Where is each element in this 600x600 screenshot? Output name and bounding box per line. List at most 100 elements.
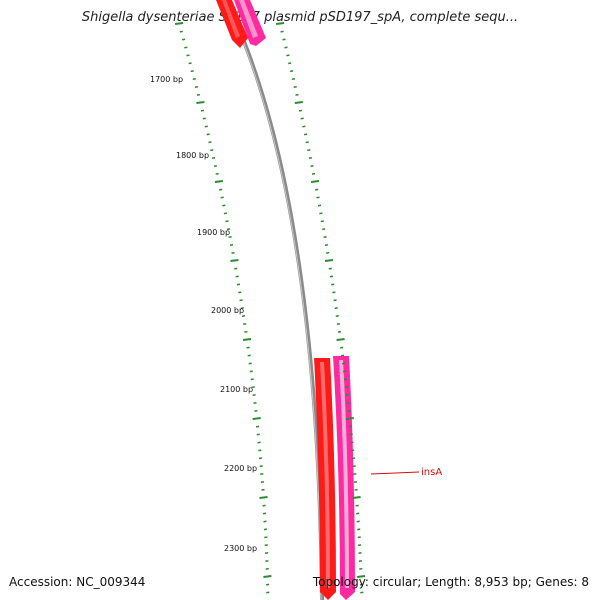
insA-forward-strand-shine: [320, 362, 330, 588]
gene-label-insA[interactable]: insA: [421, 467, 442, 478]
outer-ruler-minor-tick: [322, 228, 326, 231]
inner-ruler-minor-tick: [248, 362, 252, 365]
outer-ruler-minor-tick: [319, 212, 323, 215]
outer-ruler-minor-tick: [348, 425, 353, 428]
backbone-arc-highlight: [224, 0, 322, 600]
outer-ruler-minor-tick: [288, 62, 292, 65]
inner-ruler-minor-tick: [211, 157, 216, 160]
outer-ruler-minor-tick: [339, 346, 344, 349]
outer-ruler-major-tick: [324, 259, 334, 262]
outer-ruler-minor-tick: [331, 283, 335, 286]
inner-ruler-minor-tick: [208, 141, 212, 144]
insA-leader-line: [370, 471, 420, 475]
top-gene-features[interactable]: [216, 0, 266, 48]
outer-ruler-major-tick: [352, 496, 361, 499]
inner-ruler-minor-tick: [239, 299, 243, 302]
inner-ruler-minor-tick: [265, 583, 270, 586]
inner-ruler-minor-tick: [235, 275, 239, 278]
outer-ruler-minor-tick: [347, 409, 351, 412]
accession-text: Accession: NC_009344: [9, 575, 146, 589]
inner-ruler-major-tick: [259, 496, 268, 499]
inner-ruler-minor-tick: [258, 449, 262, 452]
insA-reverse-strand-shine: [339, 360, 349, 588]
inner-ruler-minor-tick: [265, 559, 269, 562]
forward-gene-top-shine: [222, 0, 240, 38]
inner-ruler-minor-tick: [244, 330, 248, 333]
inner-ruler-minor-tick: [215, 172, 219, 175]
outer-ruler-minor-tick: [332, 291, 336, 294]
inner-ruler-minor-tick: [261, 488, 265, 491]
inner-ruler-minor-tick: [184, 46, 188, 49]
inner-ruler-minor-tick: [206, 133, 210, 136]
outer-ruler-minor-tick: [335, 315, 339, 318]
reverse-gene-top-shine: [239, 0, 258, 38]
inner-ruler-major-tick: [263, 575, 272, 578]
inner-ruler-minor-tick: [249, 370, 253, 373]
inner-ruler-minor-tick: [234, 267, 238, 270]
inner-ruler-minor-tick: [262, 504, 266, 507]
inner-ruler-minor-tick: [265, 567, 269, 570]
inner-ruler-minor-tick: [200, 109, 205, 112]
inner-ruler-minor-tick: [213, 164, 218, 167]
outer-ruler-major-tick: [310, 180, 320, 183]
outer-ruler-minor-tick: [323, 236, 327, 239]
outer-ruler-minor-tick: [337, 330, 342, 333]
inner-ruler-minor-tick: [243, 322, 247, 325]
outer-ruler-minor-tick: [351, 449, 355, 452]
outer-ruler-minor-tick: [344, 386, 349, 389]
outer-ruler-minor-tick: [357, 536, 361, 539]
outer-ruler-minor-tick: [289, 70, 294, 73]
outer-ruler-major-tick: [356, 575, 366, 578]
outer-ruler-minor-tick: [326, 251, 330, 254]
outer-ruler-minor-tick: [342, 370, 347, 373]
outer-ruler-minor-tick: [329, 275, 334, 278]
inner-ruler-minor-tick: [228, 236, 232, 239]
outer-ruler-minor-tick: [353, 473, 357, 476]
inner-ruler-minor-tick: [218, 188, 223, 191]
inner-ruler-minor-tick: [240, 307, 244, 310]
outer-ruler-minor-tick: [351, 457, 356, 460]
outer-ruler-minor-tick: [307, 149, 311, 152]
outer-ruler-minor-tick: [303, 133, 308, 136]
inner-ruler-minor-tick: [225, 220, 229, 223]
inner-ruler-major-tick: [242, 338, 252, 341]
ruler-label-2000: 2000 bp: [211, 306, 244, 315]
inner-ruler-minor-tick: [247, 354, 251, 357]
outer-ruler-ticks: [275, 22, 366, 594]
outer-ruler-minor-tick: [340, 354, 345, 357]
inner-ruler-minor-tick: [264, 552, 269, 555]
outer-ruler-minor-tick: [349, 433, 353, 436]
inner-ruler-minor-tick: [220, 196, 224, 199]
outer-ruler-minor-tick: [320, 220, 324, 223]
outer-ruler-minor-tick: [355, 504, 359, 507]
inner-ruler-minor-tick: [260, 480, 265, 483]
outer-ruler-minor-tick: [328, 267, 332, 270]
outer-ruler-major-tick: [294, 101, 303, 104]
outer-ruler-minor-tick: [359, 583, 364, 586]
ruler-label-1800: 1800 bp: [176, 151, 209, 160]
inner-ruler-minor-tick: [255, 425, 260, 428]
outer-ruler-minor-tick: [357, 528, 361, 531]
inner-ruler-minor-tick: [264, 536, 268, 539]
inner-ruler-minor-tick: [250, 378, 254, 381]
inner-ruler-major-tick: [252, 417, 261, 420]
inner-ruler-minor-tick: [253, 401, 257, 404]
outer-ruler-minor-tick: [360, 591, 364, 594]
map-title: Shigella dysenteriae Sd197 plasmid pSD19…: [81, 10, 519, 25]
inner-ruler-minor-tick: [188, 62, 192, 65]
inner-ruler-major-tick: [196, 101, 205, 104]
outer-ruler-minor-tick: [358, 559, 363, 562]
outer-ruler-minor-tick: [356, 512, 360, 515]
inner-ruler-major-tick: [214, 180, 224, 183]
ruler-label-1900: 1900 bp: [197, 228, 230, 237]
inner-ruler-minor-tick: [251, 386, 255, 389]
outer-ruler-minor-tick: [352, 465, 356, 468]
inner-ruler-minor-tick: [264, 544, 268, 547]
outer-ruler-minor-tick: [286, 54, 290, 57]
inner-ruler-minor-tick: [229, 243, 234, 246]
outer-ruler-minor-tick: [284, 46, 288, 49]
outer-ruler-minor-tick: [298, 109, 303, 112]
insA-gene-features[interactable]: [314, 356, 355, 600]
outer-ruler-minor-tick: [334, 307, 338, 310]
